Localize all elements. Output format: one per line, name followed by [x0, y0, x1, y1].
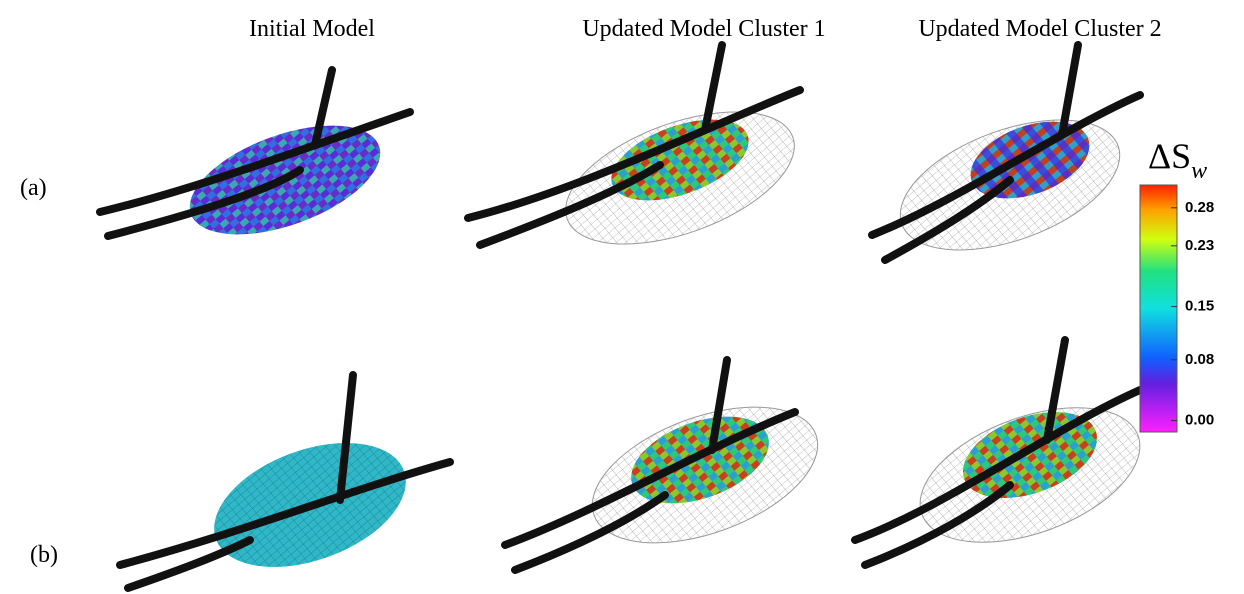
- colorbar-tick-label: 0.23: [1185, 237, 1214, 254]
- column-title: Initial Model: [249, 16, 375, 42]
- well: [1043, 336, 1069, 444]
- well: [1058, 41, 1082, 139]
- well: [476, 161, 664, 249]
- well: [501, 408, 799, 549]
- well: [336, 371, 357, 504]
- well: [124, 536, 254, 592]
- well: [311, 66, 336, 149]
- well: [104, 166, 304, 240]
- colorbar-tick-label: 0.28: [1185, 199, 1214, 216]
- well: [701, 41, 726, 134]
- colorbar-symbol: ΔS: [1148, 136, 1191, 176]
- colorbar-tick-label: 0.00: [1185, 412, 1214, 429]
- colorbar-tick-label: 0.15: [1185, 298, 1214, 315]
- well: [464, 86, 804, 222]
- colorbar-subscript: w: [1191, 158, 1207, 184]
- well: [851, 386, 1144, 544]
- column-title: Updated Model Cluster 1: [582, 16, 825, 42]
- well: [116, 458, 454, 569]
- well: [861, 481, 1014, 569]
- well: [96, 108, 414, 216]
- well: [511, 491, 669, 574]
- column-title: Updated Model Cluster 2: [918, 16, 1161, 42]
- colorbar-tick-label: 0.08: [1185, 351, 1214, 368]
- model-panel: [464, 41, 804, 249]
- well: [881, 176, 1014, 264]
- well: [868, 91, 1144, 239]
- well: [708, 356, 731, 454]
- colorbar-title: ΔSw: [1148, 136, 1207, 184]
- row-label: (b): [30, 542, 58, 568]
- row-label: (a): [20, 175, 47, 201]
- model-cells: [970, 121, 1090, 199]
- model-panel: [851, 336, 1144, 569]
- model-panel: [868, 41, 1144, 264]
- model-panel: [96, 66, 414, 240]
- model-panel: [116, 371, 454, 592]
- colorbar: [1139, 184, 1178, 433]
- model-panel: [501, 356, 819, 574]
- model-cells: [611, 119, 749, 201]
